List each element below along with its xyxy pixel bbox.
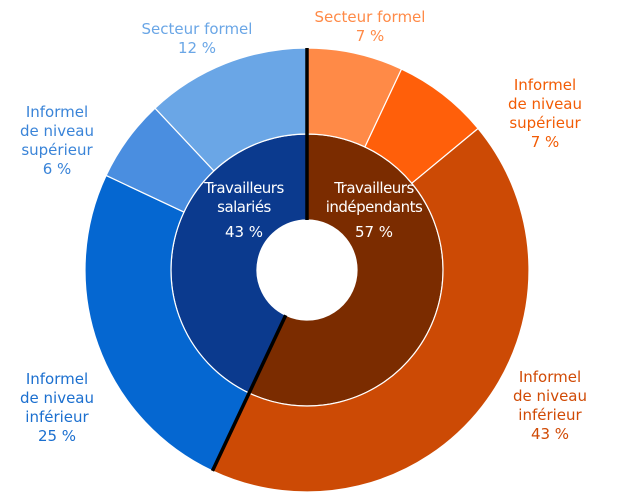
outer-value-label: 7 % — [531, 133, 560, 151]
outer-label: Secteur formel — [142, 20, 253, 38]
outer-value-label: 6 % — [43, 160, 72, 178]
inner-value-label: 57 % — [355, 223, 393, 241]
outer-label: Informel de niveau supérieur — [20, 103, 94, 159]
divider — [210, 314, 288, 472]
outer-label: Informel de niveau inférieur — [513, 368, 587, 424]
outer-label: Informel de niveau inférieur — [20, 370, 94, 426]
outer-value-label: 7 % — [356, 27, 385, 45]
outer-value-label: 12 % — [178, 39, 216, 57]
outer-value-label: 25 % — [38, 427, 76, 445]
inner-label: Travailleurs indépendants — [326, 179, 423, 216]
outer-value-label: 43 % — [531, 425, 569, 443]
inner-value-label: 43 % — [225, 223, 263, 241]
outer-segment — [211, 127, 530, 493]
outer-label: Secteur formel — [315, 8, 426, 26]
inner-label: Travailleurs salariés — [203, 179, 284, 216]
outer-segment — [84, 174, 250, 472]
outer-label: Informel de niveau supérieur — [508, 76, 582, 132]
labels: Travailleurs indépendants 57 % Travailleurs… — [20, 8, 587, 445]
rings — [84, 47, 530, 493]
